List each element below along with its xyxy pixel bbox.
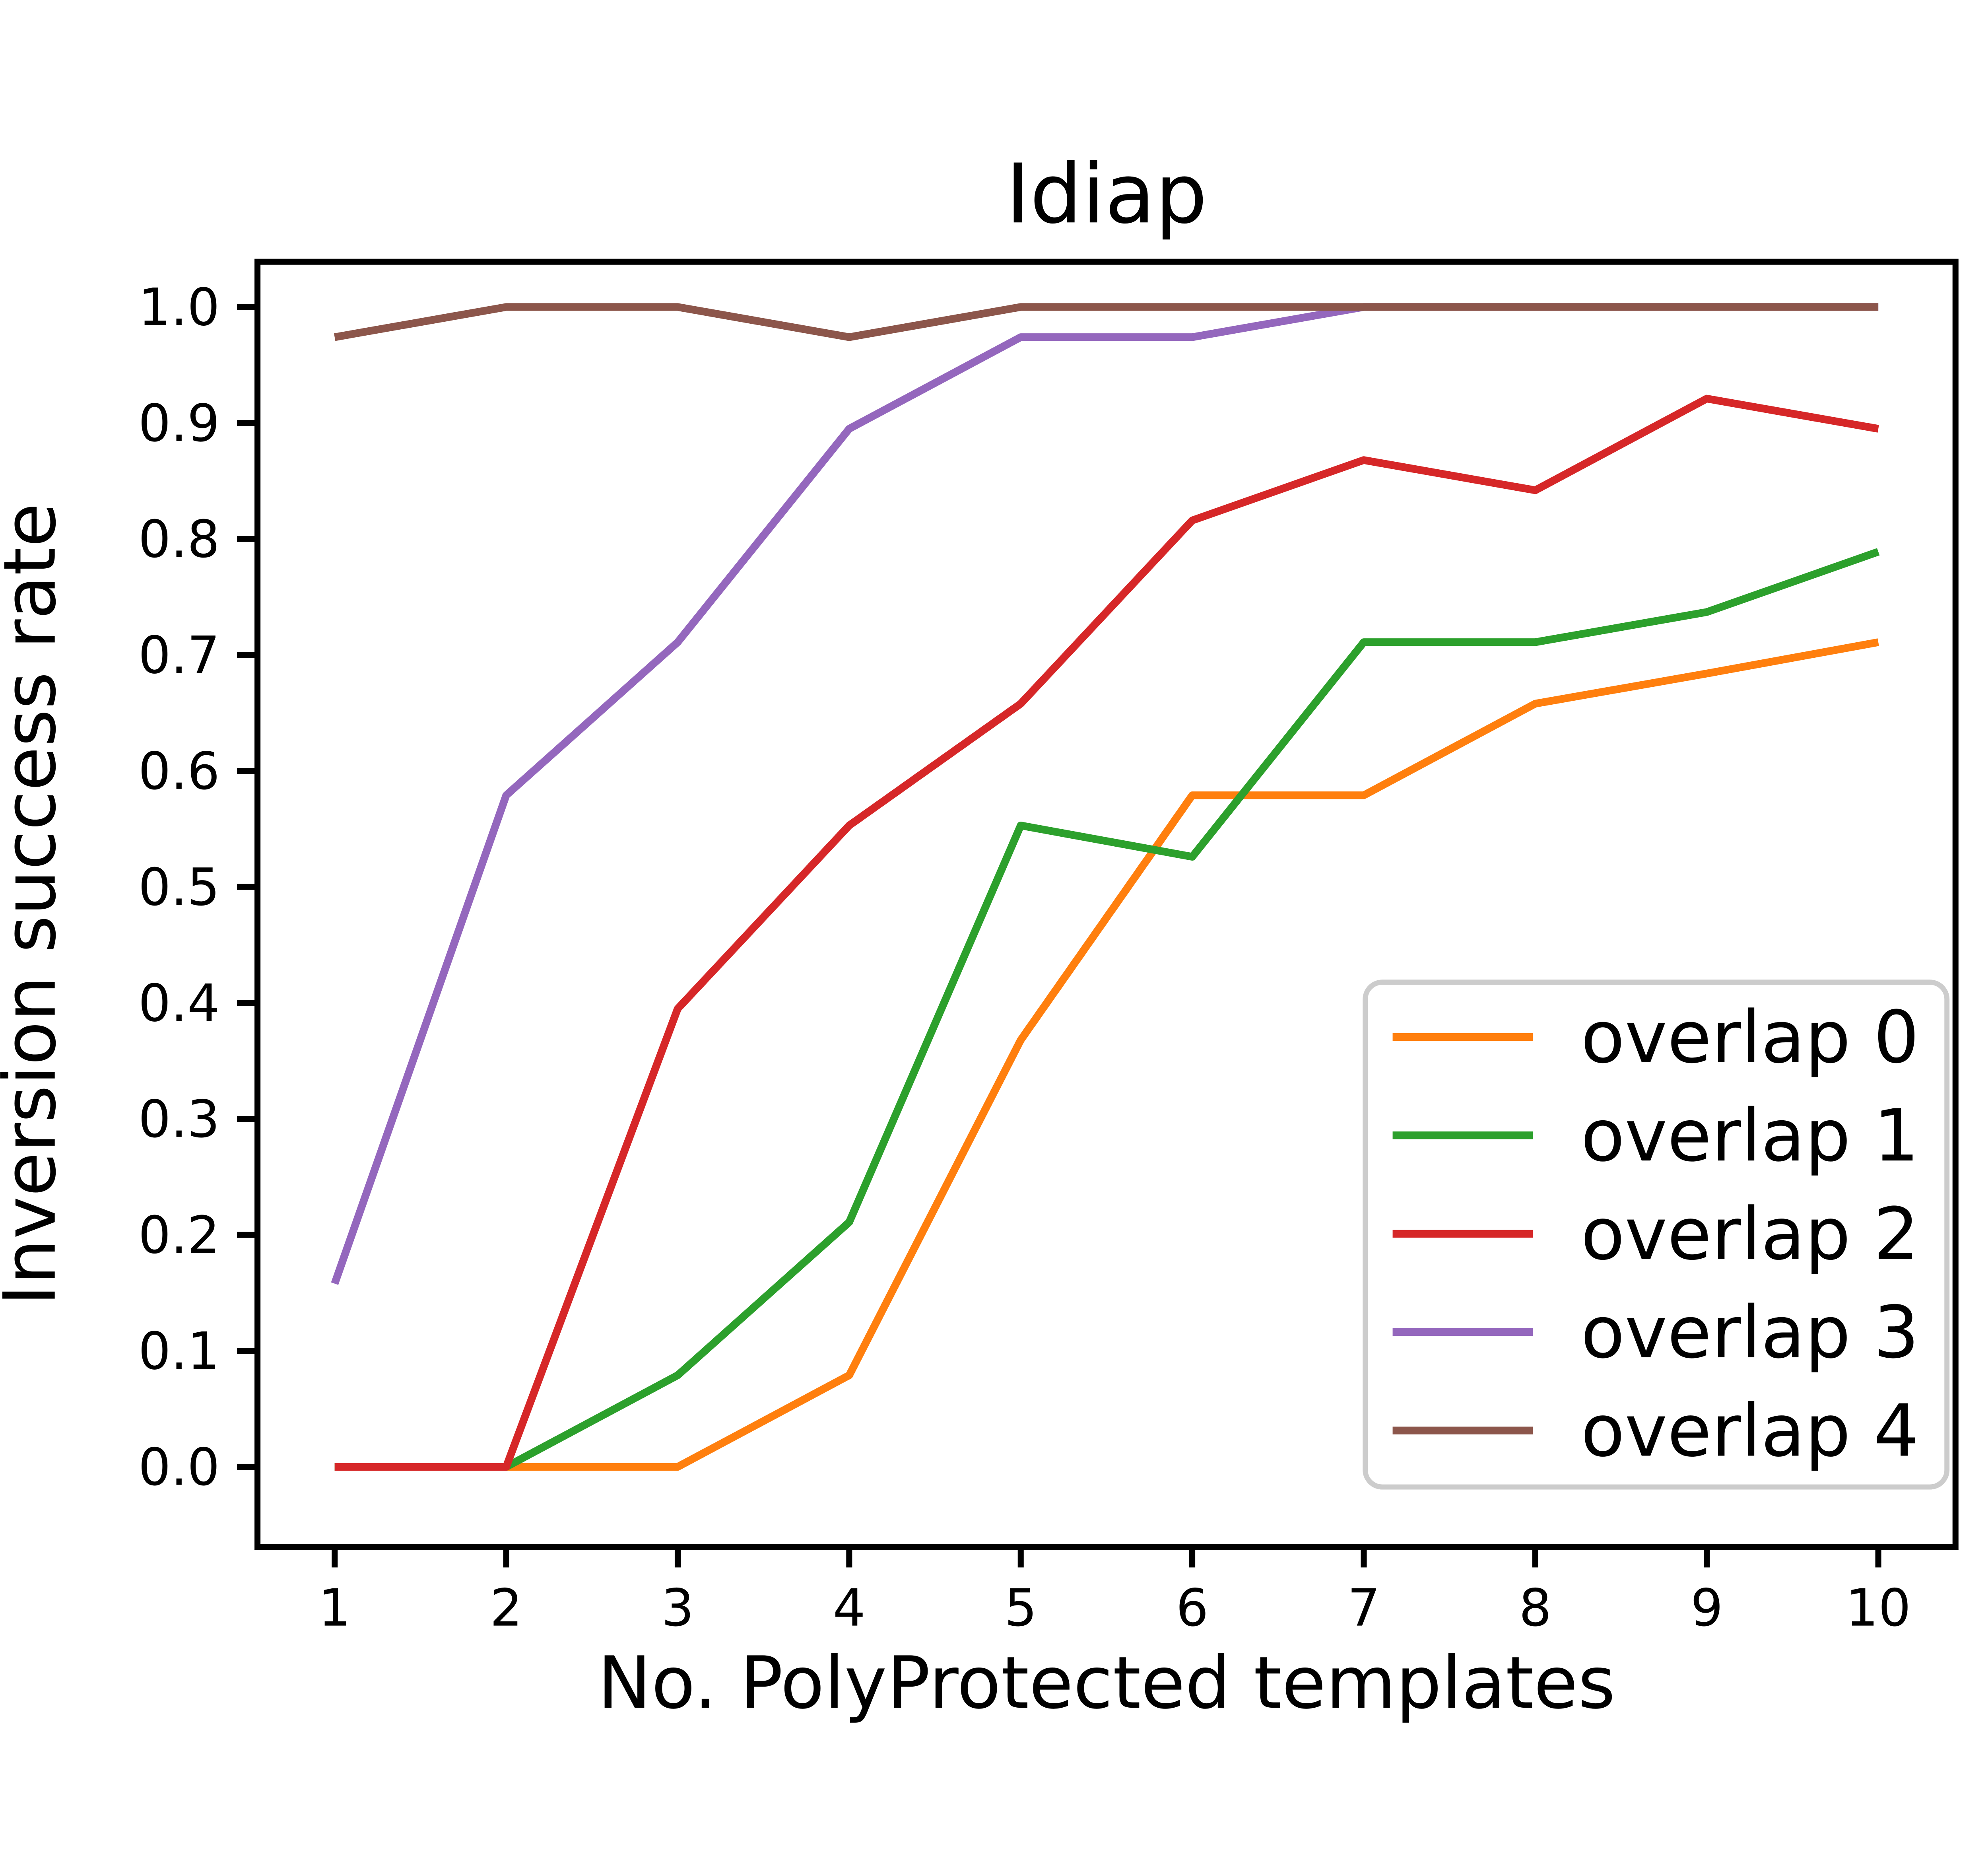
- y-tick-label: 0.0: [138, 1438, 220, 1497]
- x-tick-label: 1: [318, 1578, 351, 1638]
- y-tick-label: 0.3: [138, 1090, 220, 1149]
- x-tick-label: 3: [661, 1578, 694, 1638]
- y-axis-label: Inversion success rate: [0, 503, 72, 1306]
- y-tick-label: 0.5: [138, 857, 220, 917]
- x-axis-label: No. PolyProtected templates: [598, 1641, 1615, 1725]
- y-tick-label: 0.8: [138, 509, 220, 569]
- y-tick-label: 0.7: [138, 626, 220, 685]
- legend-item: overlap 0: [1392, 995, 1919, 1079]
- series-line-overlap-1: [334, 548, 1880, 1471]
- y-tick-label: 1.0: [138, 278, 220, 337]
- x-tick-label: 7: [1347, 1578, 1380, 1638]
- legend-item: overlap 4: [1392, 1389, 1919, 1473]
- legend-label: overlap 1: [1581, 1094, 1919, 1178]
- figure-background: [0, 130, 1988, 1730]
- legend-item: overlap 3: [1392, 1291, 1919, 1374]
- x-tick-label: 9: [1691, 1578, 1723, 1638]
- x-tick-label: 2: [490, 1578, 522, 1638]
- y-tick-label: 0.6: [138, 742, 220, 801]
- y-tick-label: 0.1: [138, 1322, 220, 1381]
- legend-label: overlap 4: [1581, 1389, 1919, 1473]
- x-tick-label: 5: [1004, 1578, 1037, 1638]
- y-axis: 0.0 0.1 0.2 0.3 0.4 0.5 0.6 0.7 0.8 0.9 1.0: [138, 278, 258, 1497]
- legend-label: overlap 0: [1581, 995, 1919, 1079]
- chart-title: Idiap: [1006, 146, 1207, 242]
- series-line-overlap-2: [334, 395, 1879, 1471]
- legend: overlap 0 overlap 1 overlap 2 overlap 3 over…: [1363, 980, 1950, 1490]
- x-tick-label: 6: [1176, 1578, 1209, 1638]
- x-tick-label: 8: [1519, 1578, 1551, 1638]
- legend-label: overlap 2: [1581, 1192, 1919, 1276]
- legend-label: overlap 3: [1581, 1291, 1919, 1374]
- x-axis: 1 2 3 4 5 6 7 8 9 10: [318, 1547, 1911, 1638]
- legend-box: [1363, 980, 1950, 1490]
- y-tick-label: 0.9: [138, 394, 220, 453]
- y-tick-label: 0.4: [138, 974, 220, 1033]
- plot-border: [254, 258, 1959, 1550]
- x-tick-label: 4: [833, 1578, 866, 1638]
- y-tick-label: 0.2: [138, 1205, 220, 1265]
- x-tick-label: 10: [1846, 1578, 1911, 1638]
- axes: 0.0 0.1 0.2 0.3 0.4 0.5 0.6 0.7 0.8 0.9 1.0 1 2 3 4 5 6 7…: [138, 278, 1911, 1638]
- legend-item: overlap 1: [1392, 1094, 1919, 1178]
- series-group: [331, 303, 1880, 1471]
- series-line-overlap-0: [334, 638, 1879, 1471]
- series-line-overlap-4: [334, 303, 1879, 341]
- legend-item: overlap 2: [1392, 1192, 1919, 1276]
